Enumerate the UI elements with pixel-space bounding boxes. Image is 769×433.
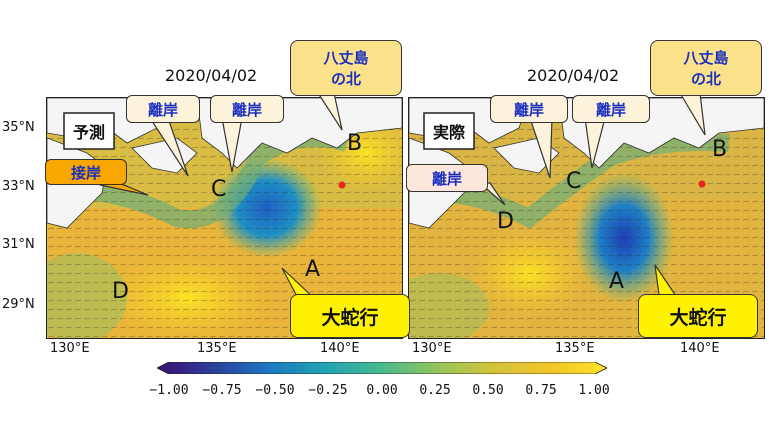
date-right: 2020/04/02 bbox=[527, 66, 620, 85]
marker-c: C bbox=[211, 177, 226, 202]
callout-offshore-left-right: 離岸 bbox=[406, 164, 488, 192]
marker-b: B bbox=[347, 131, 362, 156]
colorbar bbox=[157, 362, 607, 374]
callout-offshore-2-left: 離岸 bbox=[210, 95, 284, 123]
panel-label-forecast: 予測 bbox=[73, 123, 105, 142]
lon-tick-140-left: 140°E bbox=[320, 341, 360, 356]
lon-tick-130-right: 130°E bbox=[412, 341, 452, 356]
marker-c: C bbox=[566, 169, 581, 194]
lat-tick-31: 31°N bbox=[2, 237, 35, 252]
lat-tick-35: 35°N bbox=[2, 120, 35, 135]
marker-a: A bbox=[609, 269, 624, 294]
callout-large-meander-right: 大蛇行 bbox=[638, 294, 758, 338]
cb-tick-3: −0.25 bbox=[308, 383, 348, 398]
cb-tick-6: 0.50 bbox=[472, 383, 504, 398]
lat-tick-29: 29°N bbox=[2, 297, 35, 312]
lon-tick-135-right: 135°E bbox=[555, 341, 595, 356]
panel-label-actual: 実際 bbox=[433, 123, 466, 142]
cb-tick-7: 0.75 bbox=[525, 383, 557, 398]
lat-tick-33: 33°N bbox=[2, 179, 35, 194]
cb-tick-8: 1.00 bbox=[578, 383, 610, 398]
callout-offshore-1-left: 離岸 bbox=[126, 95, 200, 123]
marker-d: D bbox=[112, 279, 129, 304]
cb-tick-2: −0.50 bbox=[255, 383, 295, 398]
lon-tick-140-right: 140°E bbox=[680, 341, 720, 356]
cb-tick-5: 0.25 bbox=[419, 383, 451, 398]
callout-north-hachijo-left: 八丈島 の北 bbox=[290, 40, 402, 96]
lon-tick-130-left: 130°E bbox=[50, 341, 90, 356]
marker-b: B bbox=[712, 137, 727, 162]
callout-offshore-2-right: 離岸 bbox=[572, 95, 650, 123]
cb-tick-1: −0.75 bbox=[202, 383, 242, 398]
callout-large-meander-left: 大蛇行 bbox=[290, 294, 410, 338]
callout-coast-near-left: 接岸 bbox=[45, 159, 127, 185]
marker-a: A bbox=[305, 257, 320, 282]
lon-tick-135-left: 135°E bbox=[197, 341, 237, 356]
marker-d: D bbox=[497, 209, 514, 234]
cb-tick-0: −1.00 bbox=[149, 383, 189, 398]
callout-offshore-1-right: 離岸 bbox=[490, 95, 568, 123]
callout-north-hachijo-right: 八丈島 の北 bbox=[650, 40, 762, 96]
cb-tick-4: 0.00 bbox=[366, 383, 398, 398]
date-left: 2020/04/02 bbox=[165, 66, 258, 85]
